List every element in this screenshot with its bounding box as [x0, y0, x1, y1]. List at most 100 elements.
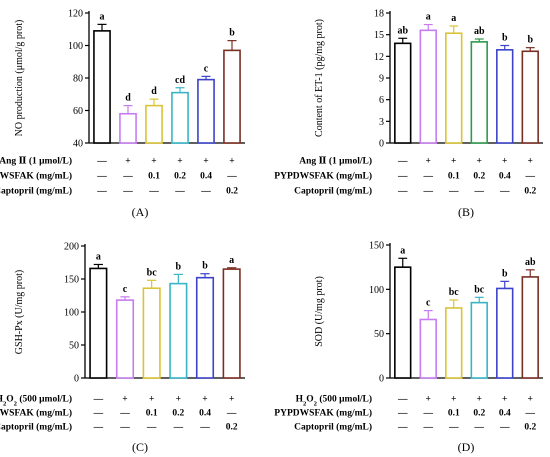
treatment-mark: + — [202, 395, 207, 405]
y-tick-label: 0 — [379, 139, 384, 150]
panel-caption: (C) — [132, 440, 148, 454]
significance-letter: d — [125, 93, 131, 104]
treatment-mark: — — [93, 409, 104, 419]
treatment-mark: — — [174, 187, 185, 197]
y-tick-label: 0 — [74, 374, 79, 385]
chart-panel-2: 0 50 100 150 200 GSH-Px (U/mg prot) a c bc b b a H2O… — [0, 242, 245, 454]
treatment-mark: — — [499, 423, 510, 433]
treatment-mark: + — [451, 395, 456, 405]
significance-letter: bc — [147, 267, 158, 278]
y-axis-label: Content of ET-1 (pg/mg prot) — [314, 19, 325, 137]
treatment-mark: — — [423, 172, 434, 182]
treatment-mark: 0.2 — [524, 187, 536, 197]
treatment-mark: + — [229, 395, 234, 405]
treatment-mark: — — [423, 187, 434, 197]
bar — [195, 276, 215, 379]
treatment-mark: + — [203, 157, 208, 167]
treatment-mark: — — [448, 187, 459, 197]
treatment-mark: 0.2 — [473, 409, 485, 419]
treatment-mark: 0.4 — [199, 409, 211, 419]
y-tick-label: 50 — [374, 329, 384, 340]
bar — [521, 276, 539, 379]
y-axis-label: GSH-Px (U/mg prot) — [14, 270, 25, 354]
treatment-mark: — — [173, 423, 184, 433]
significance-letter: a — [426, 12, 431, 23]
treatment-mark: 0.1 — [448, 409, 460, 419]
bar — [470, 301, 488, 379]
y-tick-label: 150 — [64, 275, 79, 286]
treatment-mark: — — [397, 395, 408, 405]
y-tick-label: 0 — [379, 374, 384, 385]
chart-panel-3: 0 50 100 150 SOD (U/mg prot) a c bc bc b ab H2O2 (5… — [274, 241, 543, 454]
significance-letter: d — [151, 86, 157, 97]
chart-panel-0: 40 60 80 100 120 NO production (μmol/g prot) a… — [0, 9, 245, 219]
treatment-mark: — — [397, 172, 408, 182]
treatment-mark: — — [525, 172, 536, 182]
treatment-mark: — — [448, 423, 459, 433]
treatment-label: Captopril (mg/mL) — [0, 422, 72, 433]
y-tick-label: 12 — [374, 52, 384, 63]
treatment-label: H2O2 (500 μmol/L) — [296, 394, 372, 408]
treatment-mark: 0.4 — [200, 172, 212, 182]
significance-letter: b — [202, 261, 208, 272]
treatment-mark: + — [125, 157, 130, 167]
y-tick-label: 3 — [379, 117, 384, 128]
treatment-mark: + — [177, 157, 182, 167]
y-axis-label: SOD (U/mg prot) — [314, 276, 325, 347]
treatment-mark: 0.2 — [524, 423, 536, 433]
bar — [223, 49, 241, 144]
y-tick-label: 60 — [73, 106, 83, 117]
significance-letter: bc — [449, 287, 460, 298]
treatment-mark: 0.2 — [226, 187, 238, 197]
significance-letter: b — [502, 33, 508, 44]
bar — [171, 91, 189, 144]
treatment-mark: 0.4 — [499, 172, 511, 182]
treatment-label: PYPDWSFAK (mg/mL) — [274, 408, 372, 419]
treatment-mark: + — [122, 395, 127, 405]
treatment-mark: — — [119, 423, 130, 433]
treatment-mark: 0.2 — [174, 172, 186, 182]
significance-letter: b — [502, 268, 508, 279]
treatment-mark: — — [226, 172, 237, 182]
treatment-mark: + — [528, 157, 533, 167]
bar — [222, 268, 241, 379]
treatment-mark: + — [426, 157, 431, 167]
y-tick-label: 6 — [379, 95, 384, 106]
treatment-mark: — — [96, 157, 107, 167]
y-tick-label: 50 — [69, 341, 79, 352]
treatment-label: PYPDWSFAK (mg/mL) — [0, 171, 72, 182]
significance-letter: ab — [474, 26, 485, 37]
bar — [394, 42, 412, 144]
bar — [142, 287, 161, 379]
treatment-label: Captopril (mg/mL) — [0, 186, 72, 197]
treatment-mark: + — [477, 395, 482, 405]
significance-letter: c — [204, 63, 209, 74]
y-tick-label: 80 — [73, 74, 83, 85]
panel-caption: (D) — [458, 440, 475, 454]
treatment-mark: — — [200, 187, 211, 197]
bar — [119, 112, 137, 144]
bar — [496, 287, 514, 379]
treatment-mark: — — [397, 187, 408, 197]
significance-letter: bc — [474, 284, 485, 295]
significance-letter: a — [451, 13, 456, 24]
treatment-label: Captopril (mg/mL) — [294, 422, 372, 433]
treatment-mark: — — [146, 423, 157, 433]
treatment-mark: + — [477, 157, 482, 167]
treatment-mark: + — [502, 157, 507, 167]
treatment-mark: — — [499, 187, 510, 197]
treatment-mark: + — [502, 395, 507, 405]
bar — [496, 49, 514, 144]
panel-caption: (A) — [132, 205, 149, 219]
bar — [419, 29, 437, 144]
treatment-mark: + — [151, 157, 156, 167]
treatment-mark: — — [474, 423, 485, 433]
treatment-mark: 0.4 — [499, 409, 511, 419]
bar — [470, 41, 488, 144]
y-tick-label: 9 — [379, 74, 384, 85]
bar — [197, 78, 215, 144]
bar — [93, 30, 111, 144]
y-tick-label: 18 — [374, 9, 384, 20]
bar — [445, 307, 463, 379]
